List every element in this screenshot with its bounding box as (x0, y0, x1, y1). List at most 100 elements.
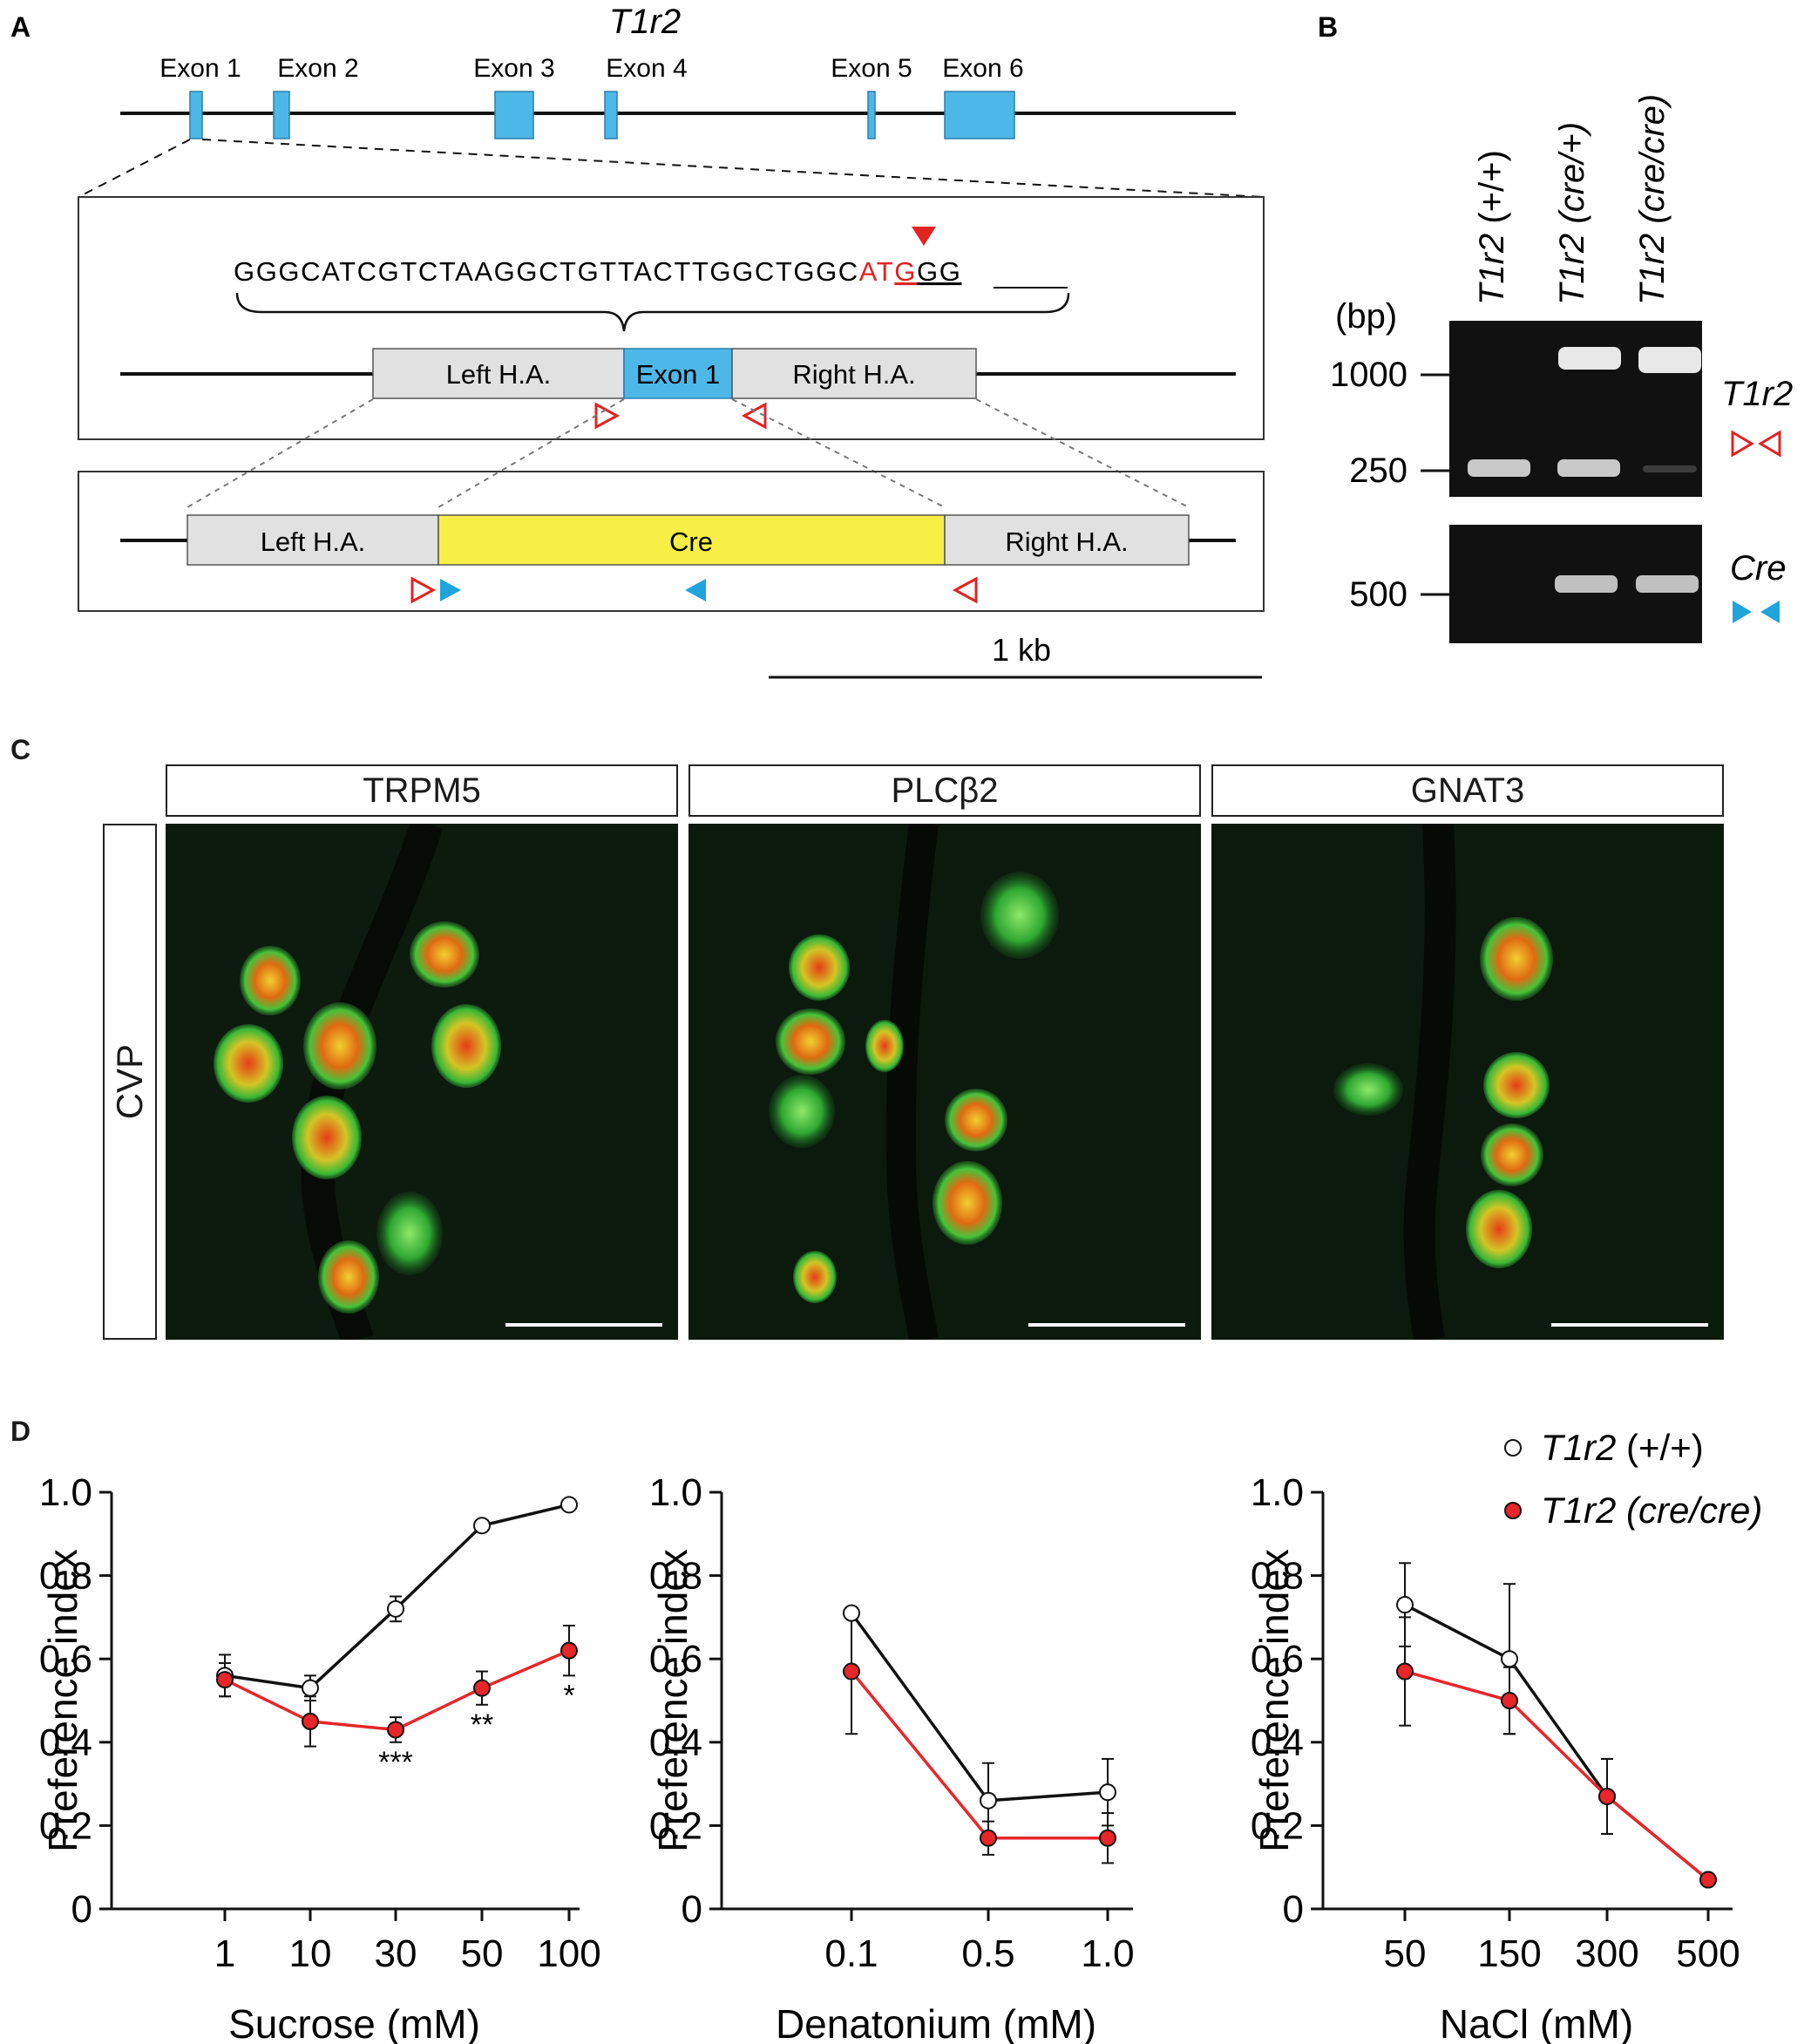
y-tick-label: 0.8 (1251, 1555, 1304, 1598)
micrograph-trpm5 (166, 824, 678, 1340)
y-tick-label: 1.0 (649, 1471, 702, 1514)
forward-primer-icon (1731, 430, 1754, 458)
data-point-ko (1396, 1662, 1414, 1681)
y-tick-label: 0.4 (649, 1721, 702, 1764)
data-point-ko (560, 1641, 578, 1660)
significance-annotation: *** (378, 1746, 413, 1779)
exon-label: Exon 4 (606, 54, 687, 83)
y-axis-label: Preference index (650, 1549, 695, 1852)
data-point-wt (473, 1517, 491, 1535)
y-tick-label: 0 (71, 1888, 92, 1931)
zoom-line (78, 139, 191, 198)
cre-reverse-primer-icon (1760, 601, 1780, 623)
legend-ko-marker (1504, 1502, 1522, 1519)
exon-label: Exon 2 (277, 54, 358, 83)
wildtype-allele-box (78, 196, 1265, 440)
data-point-ko (980, 1829, 997, 1847)
y-tick-label: 0 (1283, 1888, 1304, 1931)
sequence-brace (235, 292, 1070, 332)
panel-a: A T1r2 Exon 1 Exon 2 Exon 3 Exon 4 Exon … (0, 0, 1290, 697)
y-tick-label: 0.8 (39, 1555, 92, 1598)
bp-unit-label: (bp) (1335, 297, 1397, 336)
gel-band (1636, 575, 1699, 593)
micrograph-title-plcb2: PLCβ2 (688, 764, 1201, 817)
series-line-ko (1404, 1669, 1710, 1881)
data-point-ko (302, 1712, 319, 1730)
cre-forward-primer-icon (1733, 601, 1752, 623)
exon-1-label: Exon 1 (636, 359, 721, 390)
y-tick-label: 0.4 (1251, 1721, 1304, 1764)
y-tick-label: 0.6 (649, 1638, 702, 1681)
t1r2-primer-label: T1r2 (1721, 375, 1793, 413)
row-label-cvp: CVP (109, 1043, 150, 1120)
marker-label: 500 (1349, 575, 1407, 614)
micrograph-plcb2 (688, 824, 1201, 1340)
data-point-ko (843, 1662, 860, 1681)
data-point-wt (843, 1604, 860, 1622)
gel-band (1468, 459, 1530, 477)
legend: T1r2 (+/+) T1r2 (cre/cre) (1504, 1427, 1762, 1531)
panel-label-b: B (1318, 11, 1338, 43)
connector-line (437, 398, 625, 508)
y-axis-label: Preference index (1251, 1549, 1297, 1852)
right-ha-box (944, 514, 1190, 566)
panel-label-a: A (10, 11, 31, 43)
cre-primer-label: Cre (1730, 549, 1786, 587)
cre-label: Cre (669, 526, 713, 557)
x-tick-label: 500 (1676, 1932, 1740, 1975)
y-tick-label: 0 (682, 1888, 702, 1931)
x-tick-label: 1.0 (1081, 1932, 1134, 1975)
exon-1-box (189, 91, 203, 139)
data-point-ko (387, 1721, 404, 1739)
panel-b: B T1r2 (+/+) T1r2 (cre/+) T1r2 (cre/cre)… (1290, 0, 1811, 697)
significance-annotation: * (563, 1679, 574, 1712)
right-ha-box (731, 348, 977, 399)
right-ha-label: Right H.A. (1005, 526, 1128, 557)
x-tick-label: 150 (1477, 1932, 1541, 1975)
x-tick-label: 50 (1384, 1932, 1427, 1975)
data-point-ko (1699, 1871, 1717, 1889)
x-tick-label: 100 (537, 1932, 600, 1975)
knockin-allele-box (78, 471, 1265, 612)
gel-figure: B T1r2 (+/+) T1r2 (cre/+) T1r2 (cre/cre)… (1318, 11, 1793, 643)
lane-label: T1r2 (cre/+) (1553, 122, 1591, 305)
gel-band (1558, 347, 1621, 370)
data-point-wt (1396, 1596, 1414, 1614)
reverse-primer-icon (952, 576, 978, 604)
legend-wt-marker (1504, 1439, 1522, 1457)
y-tick-label: 1.0 (39, 1471, 92, 1514)
x-tick-label: 50 (461, 1932, 504, 1975)
exon-label: Exon 6 (942, 54, 1023, 83)
data-point-ko (216, 1671, 234, 1689)
exon-label: Exon 5 (831, 54, 912, 83)
exon-2-box (273, 91, 290, 139)
exon-label: Exon 3 (473, 54, 554, 83)
series-line-wt (850, 1612, 1109, 1803)
x-tick-label: 30 (375, 1932, 417, 1975)
y-tick-label: 0.4 (39, 1721, 92, 1764)
gene-targeting-diagram: A T1r2 Exon 1 Exon 2 Exon 3 Exon 4 Exon … (10, 3, 1265, 679)
reverse-primer-icon (1758, 430, 1781, 458)
gel-band (1638, 347, 1701, 373)
gel-band (1555, 575, 1618, 593)
significance-annotation: ** (471, 1708, 493, 1742)
gel-band (1643, 465, 1697, 472)
exon-label: Exon 1 (159, 54, 241, 83)
connector-line (975, 398, 1190, 508)
data-point-wt (1099, 1783, 1116, 1802)
legend-wt-label: T1r2 (+/+) (1541, 1427, 1704, 1468)
y-tick-label: 0.2 (649, 1804, 702, 1847)
y-tick-label: 1.0 (1251, 1471, 1304, 1514)
data-point-wt (1501, 1650, 1518, 1668)
connector-line (731, 398, 946, 508)
y-tick-label: 0.2 (1251, 1804, 1304, 1847)
connector-line (187, 398, 374, 508)
y-axis-label: Preference index (40, 1549, 85, 1852)
y-tick-label: 0.6 (1251, 1638, 1304, 1681)
y-tick-label: 0.2 (39, 1804, 92, 1847)
data-point-ko (473, 1679, 491, 1697)
panel-label-d: D (10, 1416, 31, 1447)
chart-denatonium: 0 0.2 0.4 0.6 0.8 1.0 0.1 0.5 1.0 Denatonium (mM)… (649, 1471, 1135, 2044)
data-point-wt (560, 1496, 578, 1514)
x-axis-label: Sucrose (mM) (228, 2001, 480, 2044)
